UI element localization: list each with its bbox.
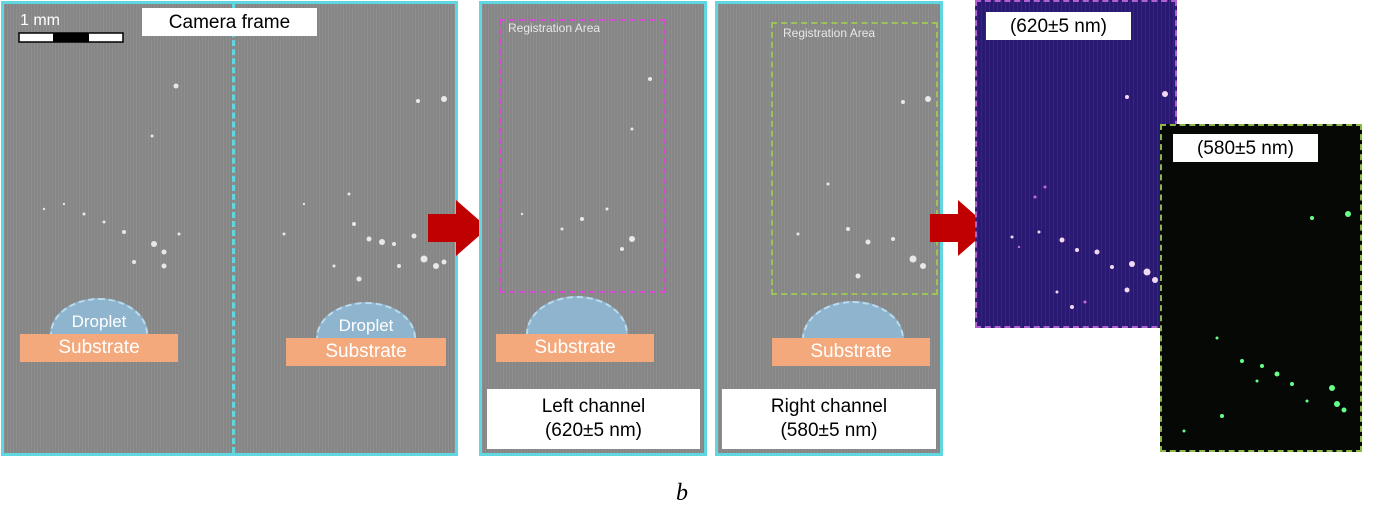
substrate-left-channel: Substrate xyxy=(496,334,654,362)
right-channel-particles xyxy=(796,96,931,279)
scale-bar xyxy=(18,32,124,43)
camera-frame-panel xyxy=(1,1,458,456)
right-channel-caption-line1: Right channel xyxy=(770,396,888,418)
substrate-right-channel: Substrate xyxy=(772,338,930,366)
figure-letter: b xyxy=(676,480,688,506)
right-channel-caption: Right channel (580±5 nm) xyxy=(722,389,936,449)
output-580-particles xyxy=(1182,211,1351,433)
registration-area-left-label: Registration Area xyxy=(508,21,601,35)
arrow-right-icon xyxy=(428,200,488,256)
left-channel-particles xyxy=(520,77,652,251)
left-channel-caption-line1: Left channel xyxy=(541,396,646,418)
camera-frame-title: Camera frame xyxy=(142,8,317,36)
right-channel-caption-line2: (580±5 nm) xyxy=(780,420,878,441)
output-580-label: (580±5 nm) xyxy=(1173,134,1318,162)
substrate-left: Substrate xyxy=(20,334,178,362)
left-channel-panel xyxy=(479,1,707,456)
scale-bar-label: 1 mm xyxy=(20,12,60,29)
output-620-panel xyxy=(975,0,1177,328)
output-620-label: (620±5 nm) xyxy=(986,12,1131,40)
arrow-right-icon xyxy=(930,200,990,256)
split-line xyxy=(232,4,235,453)
registration-area-left xyxy=(499,19,666,293)
registration-area-right xyxy=(771,22,938,295)
substrate-right: Substrate xyxy=(286,338,446,366)
left-channel-caption-line2: (620±5 nm) xyxy=(544,420,643,441)
left-channel-caption: Left channel (620±5 nm) xyxy=(487,389,700,449)
output-620-particles xyxy=(1010,91,1168,309)
registration-area-right-label: Registration Area xyxy=(783,26,876,40)
camera-frame-particles xyxy=(42,83,447,282)
output-580-panel xyxy=(1160,124,1362,452)
